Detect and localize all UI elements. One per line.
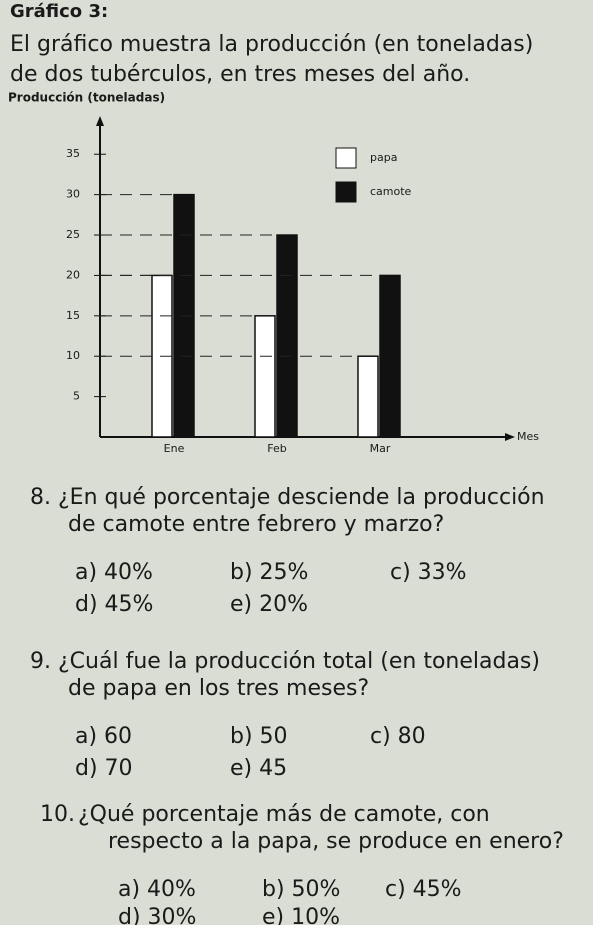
intro-line: de dos tubérculos, en tres meses del año…: [10, 62, 470, 87]
question-text: de camote entre febrero y marzo?: [68, 512, 444, 537]
bar: [276, 234, 298, 438]
option: d) 30%: [118, 905, 196, 925]
y-tick-label: 15: [66, 309, 80, 322]
option: c) 33%: [390, 560, 467, 585]
option: e) 20%: [230, 592, 308, 617]
option: b) 25%: [230, 560, 308, 585]
bar: [254, 315, 276, 438]
question-number: 8.: [30, 485, 51, 510]
bar: [357, 355, 379, 438]
question-text: de papa en los tres meses?: [68, 676, 369, 701]
y-tick-label: 25: [66, 228, 80, 241]
option: b) 50: [230, 724, 288, 749]
y-tick-label: 35: [66, 147, 80, 160]
question-text: respecto a la papa, se produce en enero?: [108, 829, 564, 854]
y-axis-label: Producción (toneladas): [8, 91, 165, 105]
x-axis-label: Mes: [517, 430, 539, 443]
y-tick-label: 5: [73, 390, 80, 403]
option: e) 45: [230, 756, 287, 781]
intro-line: El gráfico muestra la producción (en ton…: [10, 32, 533, 57]
x-tick-label: Mar: [370, 442, 391, 455]
x-tick-label: Feb: [267, 442, 286, 455]
question-number: 9.: [30, 649, 51, 674]
x-arrow: [505, 433, 515, 441]
option: a) 60: [75, 724, 132, 749]
option: a) 40%: [118, 877, 196, 902]
legend-label: papa: [370, 151, 397, 164]
question-number: 10.: [40, 802, 75, 827]
y-tick-label: 30: [66, 188, 80, 201]
option: b) 50%: [262, 877, 340, 902]
question-text: ¿Qué porcentaje más de camote, con: [78, 802, 490, 827]
y-tick-label: 20: [66, 268, 80, 281]
option: d) 45%: [75, 592, 153, 617]
legend-label: camote: [370, 185, 412, 198]
heading: Gráfico 3:: [10, 1, 108, 22]
bar: [379, 274, 401, 438]
x-tick-label: Ene: [164, 442, 185, 455]
option: e) 10%: [262, 905, 340, 925]
question-text: ¿Cuál fue la producción total (en tonela…: [58, 649, 540, 674]
legend-swatch: [335, 147, 357, 169]
legend-swatch: [335, 181, 357, 203]
option: c) 45%: [385, 877, 462, 902]
question-text: ¿En qué porcentaje desciende la producci…: [58, 485, 545, 510]
option: c) 80: [370, 724, 426, 749]
option: d) 70: [75, 756, 133, 781]
option: a) 40%: [75, 560, 153, 585]
y-tick-label: 10: [66, 349, 80, 362]
y-arrow: [96, 116, 104, 126]
